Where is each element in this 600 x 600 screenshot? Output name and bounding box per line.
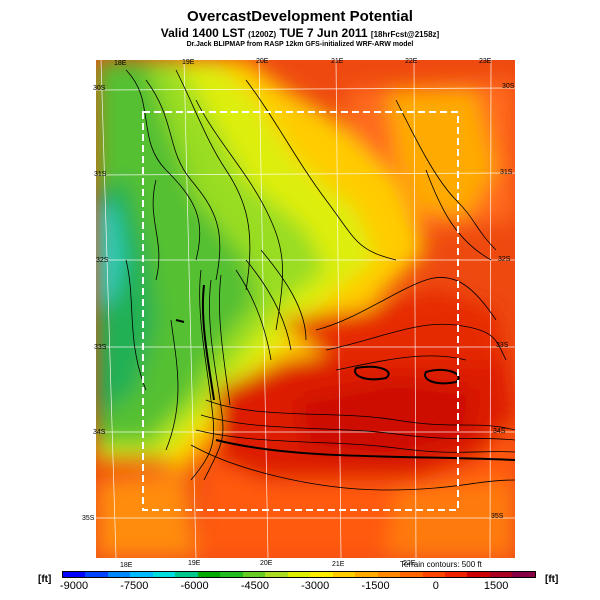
chart-title: OvercastDevelopment Potential xyxy=(187,8,413,25)
colorbar-tick-label: -6000 xyxy=(180,580,209,592)
lon-label-top: 23E xyxy=(479,58,492,65)
map-canvas xyxy=(96,60,515,558)
colorbar-swatch xyxy=(220,572,243,577)
forecast-info: [18hrFcst@2158z] xyxy=(370,30,440,39)
colorbar-tick-label: 1500 xyxy=(483,580,509,592)
terrain-contours-bold xyxy=(175,284,515,461)
valid-date: TUE 7 Jun 2011 xyxy=(279,26,368,40)
colorbar-swatch xyxy=(489,572,513,577)
terrain-contour-note: Terrain contours: 500 ft xyxy=(400,560,482,569)
inner-domain-box xyxy=(142,111,459,511)
colorbar-swatch xyxy=(467,572,490,577)
lat-label-left: 30S xyxy=(93,85,106,92)
colorbar-unit-left: [ft] xyxy=(38,574,52,585)
colorbar xyxy=(62,571,536,578)
lon-label-top: 20E xyxy=(256,58,269,65)
colorbar-swatch xyxy=(265,572,288,577)
lat-label-right: 33S xyxy=(496,342,509,349)
colorbar-tick-label: -9000 xyxy=(59,580,89,592)
colorbar-swatch xyxy=(107,572,131,577)
lon-label-bottom: 22E xyxy=(403,560,416,567)
valid-utc: (1200Z) xyxy=(248,30,277,39)
lat-label-right: 31S xyxy=(500,169,513,176)
lat-label-right: 35S xyxy=(491,513,504,520)
colorbar-swatch xyxy=(287,572,311,577)
colorbar-swatch xyxy=(85,572,108,577)
colorbar-swatch xyxy=(355,572,378,577)
lon-label-top: 18E xyxy=(114,60,127,67)
lon-label-bottom: 19E xyxy=(188,560,201,567)
colorbar-swatch xyxy=(197,572,221,577)
lat-label-left: 35S xyxy=(82,515,95,522)
lat-label-left: 34S xyxy=(93,429,106,436)
lat-label-right: 34S xyxy=(493,428,506,435)
valid-time-line: Valid 1400 LST (1200Z) TUE 7 Jun 2011 [1… xyxy=(0,26,600,40)
colorbar-tick-label: -1500 xyxy=(361,580,390,592)
lon-label-top: 21E xyxy=(331,58,344,65)
lat-label-right: 30S xyxy=(502,83,515,90)
colorbar-swatch xyxy=(512,572,535,577)
valid-time: Valid 1400 LST xyxy=(160,26,245,40)
lon-label-bottom: 18E xyxy=(120,562,133,569)
lon-label-bottom: 20E xyxy=(260,560,273,567)
lat-label-left: 32S xyxy=(96,257,109,264)
colorbar-tick-label: -3000 xyxy=(301,580,330,592)
colorbar-swatch xyxy=(310,572,333,577)
lon-label-top: 19E xyxy=(182,59,195,66)
colorbar-swatch xyxy=(400,572,423,577)
colorbar-tick-label: -7500 xyxy=(120,580,149,592)
colorbar-swatch xyxy=(63,572,86,577)
forecast-map: 18E 19E 20E 21E 22E 23E 18E 19E 20E 21E … xyxy=(82,58,515,569)
model-subtitle: Dr.Jack BLIPMAP from RASP 12km GFS-initi… xyxy=(186,41,414,48)
lat-label-left: 33S xyxy=(94,344,107,351)
colorbar-swatch xyxy=(377,572,401,577)
colorbar-swatch xyxy=(332,572,356,577)
lat-label-right: 32S xyxy=(498,256,511,263)
lon-label-bottom: 21E xyxy=(332,561,345,568)
colorbar-tick-label: -4500 xyxy=(240,580,269,592)
colorbar-swatch xyxy=(422,572,445,577)
overcast-field xyxy=(96,60,515,558)
colorbar-swatch xyxy=(152,572,176,577)
colorbar-tick-label: 0 xyxy=(432,580,439,592)
colorbar-swatch xyxy=(444,572,468,577)
lat-label-left: 31S xyxy=(94,171,107,178)
colorbar-swatch xyxy=(242,572,266,577)
lon-label-top: 22E xyxy=(405,58,418,65)
terrain-contours xyxy=(125,69,515,491)
colorbar-unit-right: [ft] xyxy=(545,574,559,585)
lat-lon-grid xyxy=(96,60,515,558)
colorbar-swatch xyxy=(175,572,198,577)
colorbar-swatch xyxy=(130,572,153,577)
